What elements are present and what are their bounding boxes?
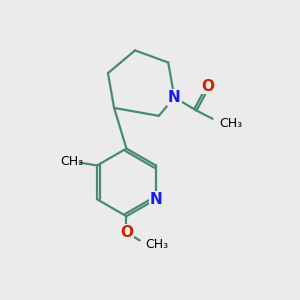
- Text: CH₃: CH₃: [219, 117, 242, 130]
- Text: O: O: [201, 79, 214, 94]
- Text: N: N: [168, 90, 181, 105]
- Text: CH₃: CH₃: [146, 238, 169, 251]
- Text: N: N: [149, 192, 162, 207]
- Text: O: O: [120, 225, 133, 240]
- Text: CH₃: CH₃: [61, 154, 84, 167]
